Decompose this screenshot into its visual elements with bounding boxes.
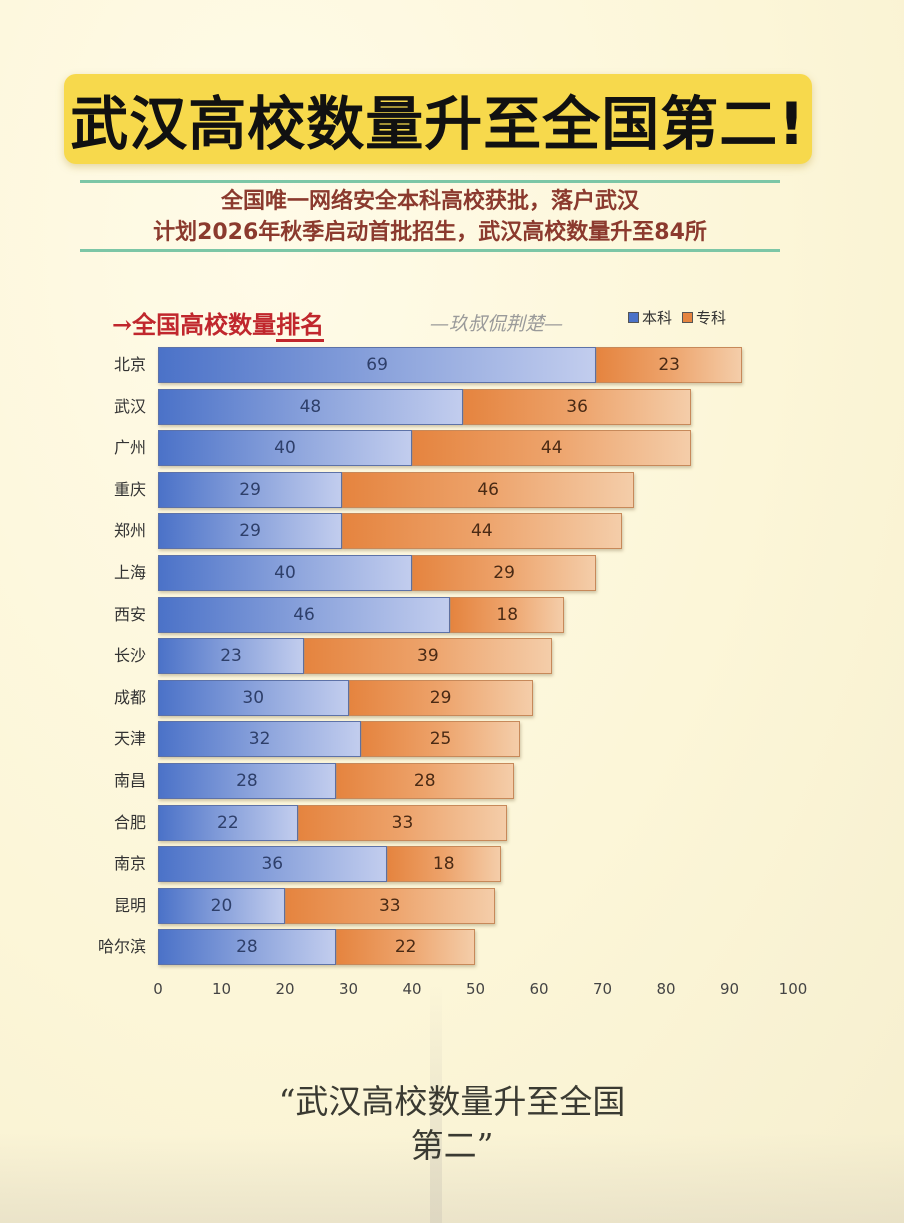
bar-row: 重庆 29 46 xyxy=(88,471,808,508)
subtitle-box: 全国唯一网络安全本科高校获批，落户武汉 计划2026年秋季启动首批招生，武汉高校… xyxy=(80,180,780,252)
legend-item-vocational: 专科 xyxy=(682,307,726,328)
bar-row: 长沙 23 39 xyxy=(88,638,808,675)
chart-title-underlined: 排名 xyxy=(276,310,325,342)
bar-segment-bachelor: 28 xyxy=(158,763,336,799)
bar-segment-vocational: 18 xyxy=(386,846,501,883)
bar-row: 成都 30 29 xyxy=(88,679,808,716)
bar-segment-vocational: 25 xyxy=(361,721,520,758)
bar-segment-vocational: 33 xyxy=(285,887,495,924)
bar-segment-vocational: 44 xyxy=(412,430,692,467)
bar-segment-vocational: 36 xyxy=(462,388,692,425)
legend-label: 专科 xyxy=(696,309,727,327)
title-banner: 武汉高校数量升至全国第二! xyxy=(64,74,812,164)
chart-legend: 本科 专科 xyxy=(628,307,732,328)
footer-quote: “武汉高校数量升至全国 第二” xyxy=(0,1080,904,1168)
legend-item-bachelor: 本科 xyxy=(628,307,672,328)
bar-segment-bachelor: 29 xyxy=(158,471,343,508)
bar-row: 北京 69 23 xyxy=(88,347,808,383)
bar-segment-vocational: 28 xyxy=(335,763,514,799)
x-tick-label: 20 xyxy=(275,980,295,998)
x-tick-label: 40 xyxy=(402,980,422,998)
bar-row: 郑州 29 44 xyxy=(88,513,808,550)
arrow-right-icon: → xyxy=(112,310,133,339)
bar-segment-bachelor: 46 xyxy=(158,596,451,633)
category-label: 南昌 xyxy=(113,771,146,790)
category-label: 西安 xyxy=(113,604,146,624)
x-tick-label: 30 xyxy=(338,980,359,998)
legend-swatch-blue xyxy=(628,312,639,323)
bar-row: 西安 46 18 xyxy=(88,596,808,633)
bar-row: 南京 36 18 xyxy=(88,846,808,883)
legend-label: 本科 xyxy=(642,309,673,327)
bar-segment-bachelor: 22 xyxy=(158,804,298,841)
quote-line-1: “武汉高校数量升至全国 xyxy=(278,1082,626,1121)
x-tick-label: 100 xyxy=(778,980,808,998)
bar-row: 武汉 48 36 xyxy=(88,388,808,425)
divider xyxy=(80,180,780,183)
bar-segment-bachelor: 30 xyxy=(158,679,349,716)
divider xyxy=(80,249,780,252)
quote-line-2: 第二” xyxy=(410,1126,494,1165)
category-label: 南京 xyxy=(113,854,146,874)
x-tick-label: 70 xyxy=(592,980,613,998)
bar-segment-bachelor: 36 xyxy=(158,846,387,883)
subtitle-line-2: 计划2026年秋季启动首批招生，武汉高校数量升至84所 xyxy=(153,220,707,245)
bar-row: 南昌 28 28 xyxy=(88,763,808,799)
x-tick-label: 60 xyxy=(529,980,549,998)
category-label: 长沙 xyxy=(113,646,146,666)
bar-segment-vocational: 18 xyxy=(450,596,565,633)
chart-title-main: 全国高校数量 xyxy=(132,310,277,339)
bar-segment-vocational: 22 xyxy=(335,929,476,966)
x-axis: 0 10 20 30 40 50 60 70 80 90 100 xyxy=(0,980,904,1000)
bar-segment-vocational: 44 xyxy=(342,513,622,550)
category-label: 武汉 xyxy=(113,396,146,416)
x-tick-label: 80 xyxy=(656,980,676,998)
bar-segment-bachelor: 69 xyxy=(158,347,597,383)
bar-segment-bachelor: 28 xyxy=(158,929,336,966)
bar-row: 昆明 20 33 xyxy=(88,887,808,924)
bar-segment-bachelor: 23 xyxy=(158,638,305,675)
bar-segment-bachelor: 20 xyxy=(158,887,285,924)
category-label: 天津 xyxy=(113,729,146,749)
bar-segment-vocational: 23 xyxy=(596,347,743,383)
bar-segment-vocational: 46 xyxy=(342,471,635,508)
category-label: 重庆 xyxy=(113,479,146,499)
category-label: 成都 xyxy=(113,687,146,707)
bar-segment-vocational: 39 xyxy=(304,638,552,675)
bar-segment-vocational: 29 xyxy=(412,555,597,591)
category-label: 上海 xyxy=(113,563,146,582)
author-signature: —玖叔侃荆楚— xyxy=(430,313,564,335)
bar-row: 合肥 22 33 xyxy=(88,804,808,841)
legend-swatch-orange xyxy=(682,312,694,323)
category-label: 昆明 xyxy=(113,895,146,915)
chart-title: →全国高校数量排名 xyxy=(112,305,325,342)
background-skyline xyxy=(0,1133,904,1223)
x-tick-label: 10 xyxy=(211,980,232,998)
bar-segment-bachelor: 29 xyxy=(158,513,343,550)
bar-row: 哈尔滨 28 22 xyxy=(88,929,808,966)
page-title: 武汉高校数量升至全国第二! xyxy=(70,90,806,158)
category-label: 哈尔滨 xyxy=(97,937,146,957)
category-label: 合肥 xyxy=(113,812,146,832)
x-tick-label: 90 xyxy=(719,980,740,998)
bar-row: 天津 32 25 xyxy=(88,721,808,758)
bar-segment-bachelor: 40 xyxy=(158,430,412,467)
bar-row: 广州 40 44 xyxy=(88,430,808,467)
subtitle-line-1: 全国唯一网络安全本科高校获批，落户武汉 xyxy=(220,189,639,214)
bar-segment-bachelor: 48 xyxy=(158,388,463,425)
bar-segment-vocational: 29 xyxy=(348,679,533,716)
bar-segment-bachelor: 40 xyxy=(158,555,412,591)
chart-header: →全国高校数量排名 —玖叔侃荆楚— 本科 专科 xyxy=(112,303,772,343)
category-label: 郑州 xyxy=(113,521,146,541)
x-tick-label: 50 xyxy=(465,980,486,998)
bar-row: 上海 40 29 xyxy=(88,555,808,591)
bar-segment-bachelor: 32 xyxy=(158,721,362,758)
category-label: 北京 xyxy=(113,355,146,374)
category-label: 广州 xyxy=(113,438,146,458)
x-tick-label: 0 xyxy=(153,980,163,998)
bar-segment-vocational: 33 xyxy=(297,804,508,841)
